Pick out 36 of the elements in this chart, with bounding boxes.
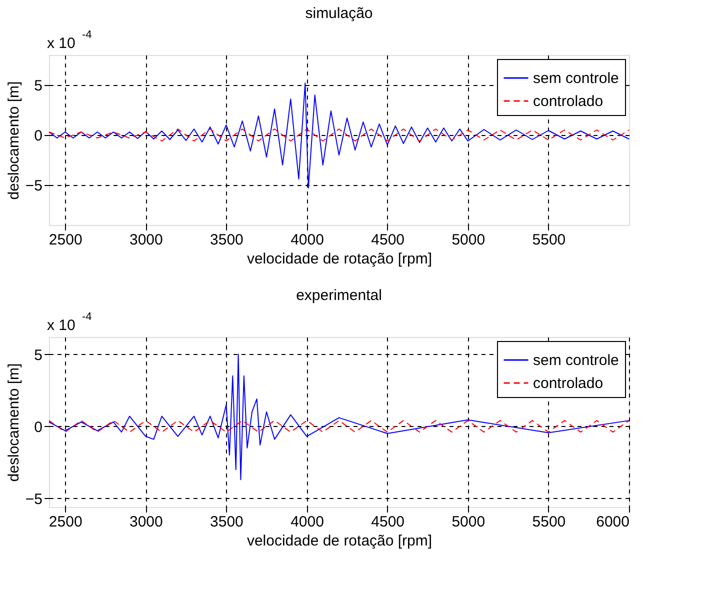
legend-label: controlado (533, 93, 604, 110)
y-tick-label: 5 (34, 346, 42, 364)
x-tick-label: 2500 (48, 514, 82, 530)
y-tick-label: −5 (25, 178, 42, 194)
x-tick-label: 5500 (532, 232, 566, 248)
x-tick-label: 4500 (371, 514, 405, 530)
x-tick-label: 4500 (371, 232, 405, 248)
y-tick-label: 0 (34, 128, 42, 144)
legend-label: controlado (533, 375, 604, 392)
chart-title: experimental (296, 287, 382, 304)
y-tick-label: −5 (25, 490, 42, 508)
y-axis-title: deslocamento [m] (5, 363, 22, 482)
x-tick-label: 4000 (290, 514, 324, 530)
legend-label: sem controle (533, 70, 619, 87)
x-tick-label: 5000 (452, 232, 486, 248)
x-tick-label: 3500 (210, 514, 244, 530)
x-tick-label: 5000 (452, 514, 486, 530)
x-tick-label: 5500 (532, 514, 566, 530)
x-tick-label: 4000 (290, 232, 324, 248)
x-tick-label: 3000 (129, 514, 163, 530)
y-axis-title: deslocamento [m] (5, 81, 22, 200)
chart-title: simulação (305, 5, 373, 22)
text: x 10-4 (47, 311, 92, 334)
x-tick-label: 6000 (596, 514, 630, 530)
line-series (48, 354, 630, 480)
y-tick-label: 5 (34, 78, 42, 94)
x-tick-label: 2500 (48, 232, 82, 248)
y-tick-label: 0 (34, 418, 42, 436)
x-axis-title: velocidade de rotação [rpm] (246, 250, 432, 268)
x-tick-label: 3000 (129, 232, 163, 248)
x-axis-title: velocidade de rotação [rpm] (246, 532, 432, 550)
line-series (48, 82, 630, 188)
text: x 10-4 (47, 29, 92, 52)
line-series (48, 128, 630, 142)
x-tick-label: 3500 (210, 232, 244, 248)
legend-label: sem controle (533, 352, 619, 369)
